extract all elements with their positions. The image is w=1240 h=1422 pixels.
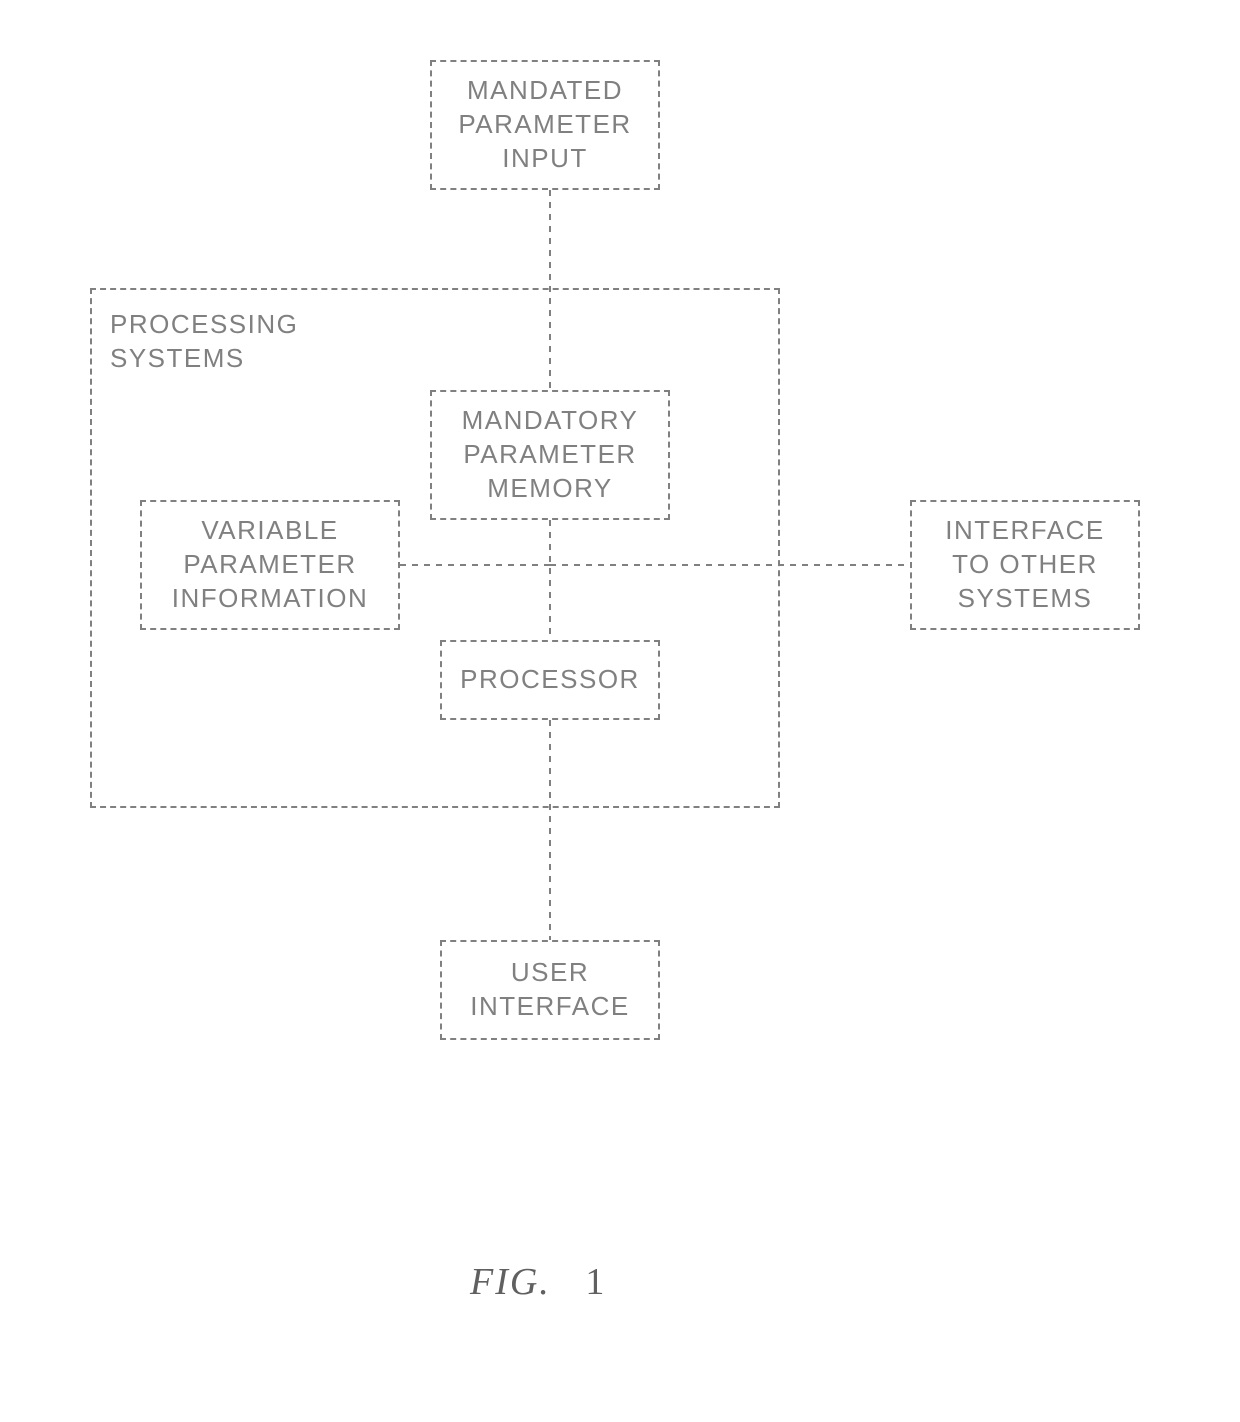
node-mandated: MANDATEDPARAMETERINPUT — [430, 60, 660, 190]
figure-prefix: FIG. — [470, 1261, 551, 1303]
node-user: USERINTERFACE — [440, 940, 660, 1040]
node-interface: INTERFACETO OTHERSYSTEMS — [910, 500, 1140, 630]
figure-number: 1 — [585, 1261, 606, 1303]
processing-systems-label: PROCESSINGSYSTEMS — [110, 308, 298, 376]
figure-caption: FIG. 1 — [470, 1260, 606, 1304]
node-memory: MANDATORYPARAMETERMEMORY — [430, 390, 670, 520]
diagram-container: PROCESSINGSYSTEMS MANDATEDPARAMETERINPUT… — [60, 60, 1180, 1160]
node-variable: VARIABLEPARAMETERINFORMATION — [140, 500, 400, 630]
node-processor: PROCESSOR — [440, 640, 660, 720]
